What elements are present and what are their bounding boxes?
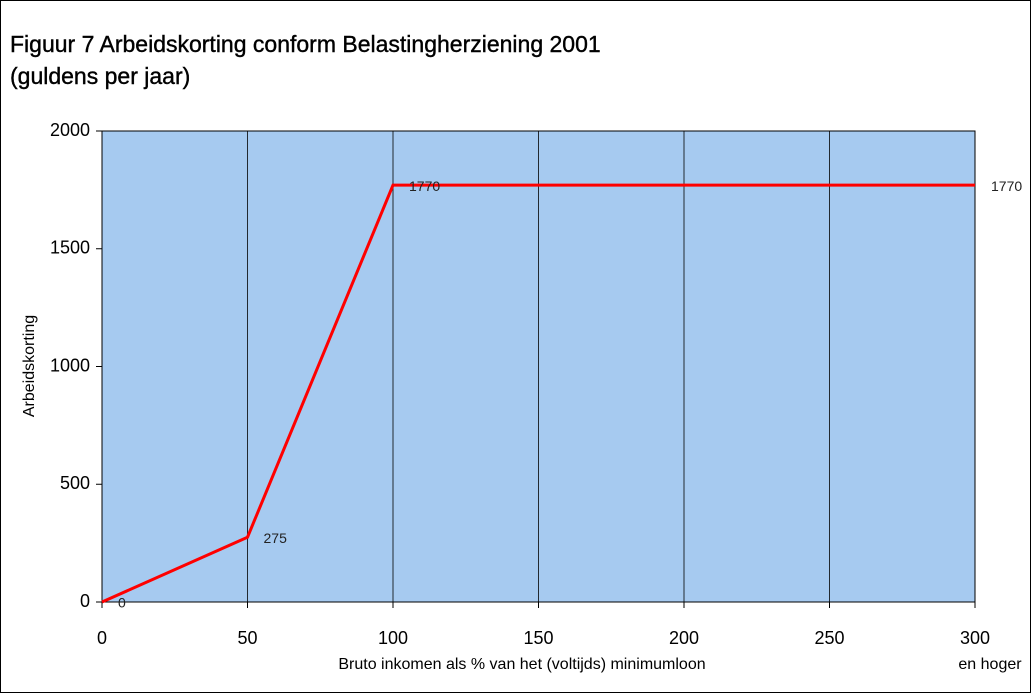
y-tick-label: 1500 [50, 238, 90, 258]
y-tick-label: 1000 [50, 355, 90, 375]
data-label: 1770 [409, 178, 440, 194]
x-tick-label: 150 [523, 628, 553, 648]
chart-title: Figuur 7 Arbeidskorting conform Belastin… [10, 31, 601, 57]
x-axis-label: Bruto inkomen als % van het (voltijds) m… [338, 656, 705, 673]
x-tick-label: 100 [378, 628, 408, 648]
x-tick-label: 250 [814, 628, 844, 648]
x-tick-label: 0 [97, 628, 107, 648]
y-tick-label: 0 [80, 591, 90, 611]
data-label: 0 [118, 595, 126, 611]
x-tick-label: 50 [237, 628, 257, 648]
data-line [101, 183, 975, 604]
chart-subtitle: (guldens per jaar) [10, 63, 190, 89]
y-tick-label: 2000 [50, 120, 90, 140]
y-axis-label: Arbeidskorting [21, 315, 38, 417]
annotation: en hoger [958, 656, 1022, 673]
data-label: 1770 [991, 178, 1022, 194]
y-tick-label: 500 [60, 473, 90, 493]
x-tick-label: 200 [669, 628, 699, 648]
x-tick-label: 300 [960, 628, 990, 648]
data-label: 275 [264, 530, 288, 546]
